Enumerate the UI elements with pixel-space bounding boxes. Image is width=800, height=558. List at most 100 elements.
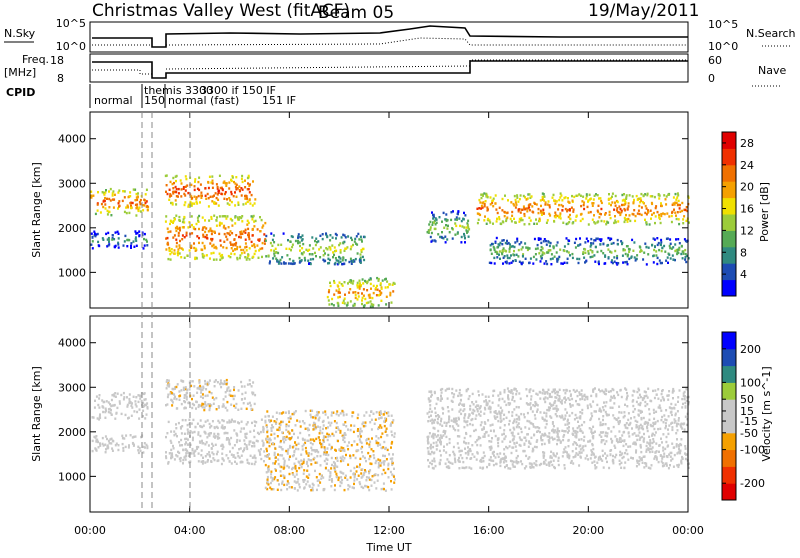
velocity-cell [540, 435, 543, 438]
velocity-cell [635, 400, 638, 404]
velocity-cell [353, 476, 356, 479]
power-cell [611, 201, 614, 204]
velocity-cell [266, 487, 269, 491]
velocity-cell [353, 466, 356, 470]
power-cell [273, 249, 276, 252]
power-cell [542, 193, 545, 196]
power-cell [495, 208, 498, 211]
velocity-cell [143, 392, 146, 395]
velocity-cell [622, 455, 625, 459]
velocity-cell [215, 396, 218, 400]
velocity-cell [178, 451, 181, 455]
velocity-cell [315, 414, 318, 417]
power-cell [665, 195, 668, 198]
velocity-cell [184, 387, 187, 391]
velocity-cell [268, 437, 271, 440]
power-cell [261, 255, 263, 259]
velocity-cell [600, 441, 603, 444]
velocity-cell [224, 406, 227, 410]
velocity-cell [534, 426, 537, 429]
velocity-cell [276, 479, 279, 482]
velocity-cell [349, 454, 351, 457]
velocity-cell [202, 460, 205, 463]
velocity-cell [334, 457, 337, 460]
velocity-cell [288, 411, 290, 415]
velocity-cell [645, 450, 648, 453]
velocity-cell [526, 403, 529, 406]
power-cell [314, 239, 316, 243]
velocity-cell [576, 430, 579, 434]
velocity-cell [212, 402, 215, 405]
power-cell [308, 262, 310, 265]
power-cell [224, 215, 227, 218]
velocity-cell [128, 393, 131, 396]
power-cell [516, 196, 519, 199]
velocity-cell [564, 430, 567, 433]
velocity-cell [508, 445, 511, 448]
velocity-cell [667, 467, 670, 470]
velocity-cell [511, 431, 514, 434]
velocity-cell [325, 457, 328, 460]
power-cell [444, 241, 447, 244]
power-cell [130, 206, 133, 210]
velocity-cell [544, 426, 547, 429]
power-cell [493, 248, 496, 251]
velocity-cell [598, 409, 601, 413]
velocity-cell [482, 426, 485, 429]
power-cell [671, 211, 673, 214]
velocity-cell [378, 413, 381, 416]
velocity-cell [179, 459, 182, 463]
power-cell [305, 248, 308, 251]
power-cell [529, 196, 532, 199]
velocity-cell [552, 438, 554, 441]
velocity-cell [518, 392, 521, 395]
velocity-cell [604, 431, 607, 434]
velocity-cell [567, 397, 570, 400]
velocity-cell [447, 420, 450, 424]
velocity-cell [359, 432, 362, 436]
velocity-cell [659, 406, 662, 410]
power-cell [210, 239, 213, 242]
velocity-cell [317, 479, 320, 482]
velocity-cell [385, 427, 388, 430]
power-cell [514, 201, 517, 204]
power-cell [93, 230, 96, 233]
velocity-cell [303, 458, 305, 461]
power-cell [172, 187, 175, 190]
velocity-cell [313, 456, 316, 460]
velocity-cell [569, 404, 572, 407]
power-cell [103, 193, 106, 196]
power-cell [225, 182, 228, 185]
power-cell [178, 246, 181, 249]
power-cell [355, 235, 358, 238]
velocity-cell [427, 398, 430, 401]
velocity-cell [596, 461, 599, 464]
velocity-cell [185, 395, 188, 398]
velocity-cell [572, 429, 575, 433]
power-cell [445, 218, 448, 221]
velocity-cell [641, 410, 643, 413]
velocity-cell [574, 429, 577, 433]
power-cell [254, 249, 257, 253]
velocity-cell [129, 434, 132, 437]
velocity-cell [266, 475, 269, 479]
velocity-cell [202, 396, 204, 400]
velocity-cell [167, 393, 170, 396]
velocity-cell [293, 487, 296, 490]
velocity-cell [383, 440, 386, 444]
velocity-cell [91, 416, 94, 419]
velocity-cell [340, 471, 343, 474]
velocity-cell [319, 441, 321, 445]
power-cell [671, 203, 674, 206]
velocity-cell [644, 420, 647, 424]
velocity-cell [116, 392, 119, 395]
power-cell [467, 235, 470, 238]
velocity-cell [381, 432, 384, 435]
velocity-cell [541, 439, 544, 442]
velocity-cell [228, 460, 231, 463]
velocity-cell [246, 402, 249, 405]
velocity-cell [262, 441, 265, 445]
power-cell [244, 197, 247, 200]
power-cell [183, 236, 186, 239]
